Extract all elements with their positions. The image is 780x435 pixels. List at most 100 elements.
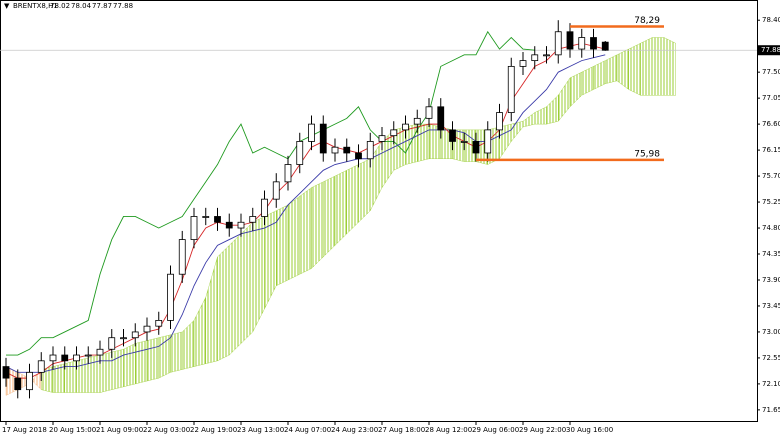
candle-body [531,54,539,62]
header-arrow: ▼ [4,2,10,10]
cloud-segment [663,37,676,96]
header-ohlc: 78.02 [50,2,70,10]
candle-body [366,141,374,160]
y-tick-label: 78.40 [762,16,780,24]
x-tick-label: 28 Aug 12:00 [425,426,472,434]
candle-body [2,366,10,379]
candle-body [578,37,586,50]
candle-body [460,141,468,143]
y-tick-label: 73.45 [762,302,780,310]
header-ohlc: 77.87 [92,2,112,10]
x-tick-label: 20 Aug 15:00 [49,426,96,434]
candle-body [378,135,386,142]
candle-body [284,164,292,183]
candle-body [355,152,362,160]
candle-body [120,337,127,340]
x-tick-label: 21 Aug 09:00 [96,426,143,434]
candle-body [543,54,550,57]
candle-body [484,129,492,154]
cloud-segment [652,37,665,96]
y-tick-label: 72.10 [762,380,780,388]
candle-body [413,117,421,125]
candle-body [190,216,198,240]
x-tick-label: 30 Aug 16:00 [566,426,613,434]
chikou-line [6,30,535,356]
candle-body [261,198,268,217]
candle-body [519,60,527,67]
cloud-segment [334,169,347,246]
cloud-segment [628,42,641,96]
y-tick-label: 76.60 [762,120,780,128]
x-tick-label: 27 Aug 18:00 [378,426,425,434]
candle-body [496,112,503,131]
x-tick-label: 22 Aug 03:00 [143,426,190,434]
candle-body [390,129,398,137]
candle-body [425,106,433,119]
cloud-segment [240,221,253,344]
cloud-segment [323,175,336,258]
header-ohlc: 77.88 [113,2,133,10]
candle-body [143,325,151,333]
tenkan-line [5,42,606,379]
cloud-segment [111,349,124,390]
x-tick-label: 24 Aug 23:00 [331,426,378,434]
cloud-segment [99,351,112,393]
level-label: 78,29 [634,16,660,26]
cloud-segment [217,244,230,362]
cloud-segment [135,340,148,385]
x-tick-label: 29 Aug 06:00 [472,426,519,434]
candle-body [26,371,33,391]
candle-body [507,65,515,113]
cloud-segment [640,37,653,96]
y-tick-label: 72.55 [762,354,780,362]
y-tick-label: 71.65 [762,406,780,414]
candle-body [249,216,257,223]
candle-body [296,141,304,165]
candle-body [96,348,104,356]
x-tick-label: 24 Aug 07:00 [284,426,331,434]
candle-body [449,129,456,142]
cloud-segment [170,331,183,373]
x-tick-label: 23 Aug 13:00 [237,426,284,434]
candle-body [308,123,315,142]
candle-body [214,216,221,223]
y-tick-label: 77.05 [762,94,780,102]
y-tick-label: 77.50 [762,68,780,76]
y-tick-label: 73.90 [762,276,780,284]
level-label: 75,98 [634,149,660,159]
y-tick-label: 74.35 [762,250,780,258]
candle-body [49,354,57,362]
cloud-segment [146,337,159,382]
candle-body [167,273,174,321]
candle-body [14,377,22,391]
cloud-segment [287,195,300,281]
candle-body [402,123,409,131]
candle-body [225,221,233,229]
candle-body [237,221,245,229]
header-ohlc: 78.04 [71,2,92,10]
candle-body [84,354,92,357]
y-tick-label: 75.25 [762,198,780,206]
kijun-line [5,54,606,373]
y-tick-label: 76.15 [762,146,780,154]
candle-body [155,319,163,327]
last-price-box [758,45,780,56]
cloud-segment [158,334,171,379]
candle-body [37,360,45,373]
last-price-label: 77.88 [761,46,780,54]
candle-body [554,31,562,56]
cloud-segment [346,164,359,235]
cloud-segment [229,233,242,356]
candle-body [590,37,597,50]
x-tick-label: 29 Aug 22:00 [519,426,566,434]
candle-body [472,141,480,154]
cloud-segment [123,343,136,388]
cloud-segment [299,187,312,275]
candle-body [73,354,80,362]
candle-body [61,354,69,362]
candle-body [566,31,574,50]
candle-body [331,146,339,154]
cloud-segment [276,204,289,287]
y-tick-label: 75.70 [762,172,780,180]
